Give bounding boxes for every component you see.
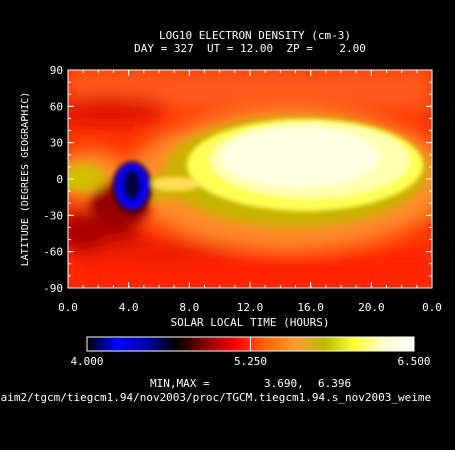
y-axis: -90 -60 -30 0 30 60 90 [43, 64, 432, 295]
x-tick-label: 20.0 [358, 301, 385, 314]
x-tick-label: 0.0 [58, 301, 78, 314]
y-axis-label: LATITUDE (DEGREES GEOGRAPHIC) [20, 92, 31, 267]
y-tick-label: -60 [43, 246, 63, 259]
chart-subtitle: DAY = 327 UT = 12.00 ZP = 2.00 [134, 42, 366, 55]
y-tick-label: 90 [50, 64, 63, 77]
x-tick-label: 8.0 [179, 301, 199, 314]
y-tick-label: 30 [50, 137, 63, 150]
chart-title: LOG10 ELECTRON DENSITY (cm-3) [159, 29, 351, 42]
y-tick-label: -90 [43, 282, 63, 295]
max-value: 6.396 [318, 377, 351, 390]
density-field [68, 70, 432, 288]
colorbar-ticks: 4.000 5.250 6.500 [70, 337, 431, 368]
x-tick-label: 4.0 [119, 301, 139, 314]
colorbar-tick-label: 6.500 [397, 355, 430, 368]
x-axis: 0.0 4.0 8.0 12.0 16.0 20.0 0.0 [58, 70, 442, 314]
min-max-label: MIN,MAX = [150, 377, 210, 390]
colorbar-tick-label: 5.250 [234, 355, 267, 368]
colorbar-tick-label: 4.000 [70, 355, 103, 368]
min-value: 3.690, [264, 377, 304, 390]
y-tick-label: 60 [50, 100, 63, 113]
x-axis-label: SOLAR LOCAL TIME (HOURS) [171, 316, 330, 329]
x-tick-label: 16.0 [297, 301, 324, 314]
x-tick-label: 0.0 [422, 301, 442, 314]
file-path: /aim2/tgcm/tiegcm1.94/nov2003/proc/TGCM.… [0, 391, 431, 404]
y-tick-label: -30 [43, 209, 63, 222]
y-tick-label: 0 [56, 173, 63, 186]
x-tick-label: 12.0 [237, 301, 264, 314]
